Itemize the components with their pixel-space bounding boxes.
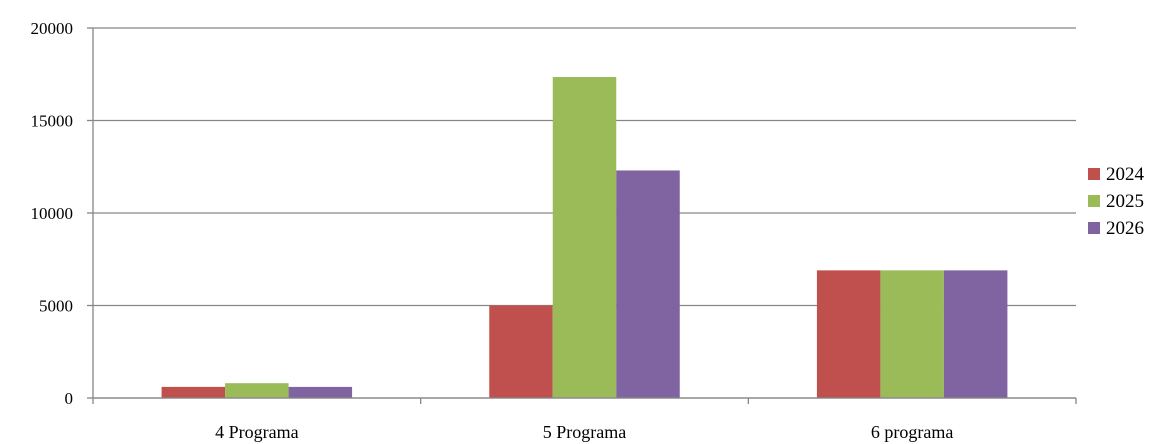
bar-2-series-2025	[552, 77, 617, 399]
bar-1-series-2026	[288, 386, 353, 398]
legend-swatch-2024	[1088, 168, 1100, 180]
bars-layer	[161, 77, 1008, 399]
bar-1-series-2025	[225, 383, 289, 398]
legend: 2024 2025 2026	[1088, 164, 1145, 239]
bar-2-series-2024	[489, 305, 553, 398]
x-category-label-2: 5 Programa	[543, 422, 626, 442]
y-tick-label-5000: 5000	[39, 297, 73, 316]
legend-swatch-2026	[1088, 222, 1100, 234]
y-tick-label-15000: 15000	[31, 112, 74, 131]
legend-label-2024: 2024	[1106, 164, 1145, 185]
legend-label-2026: 2026	[1106, 218, 1144, 239]
bar-3-series-2024	[816, 270, 881, 398]
labels-layer: 0 5000 10000 15000 20000 4 Programa 5 Programa…	[31, 19, 954, 442]
y-tick-label-10000: 10000	[31, 204, 74, 223]
x-category-label-1: 4 Programa	[215, 422, 298, 442]
axis-layer	[87, 27, 1077, 404]
bar-1-series-2024	[161, 386, 226, 398]
legend-label-2025: 2025	[1106, 191, 1144, 212]
bar-3-series-2026	[943, 270, 1008, 398]
bar-2-series-2026	[616, 170, 680, 398]
y-tick-label-0: 0	[65, 389, 74, 408]
y-tick-label-20000: 20000	[31, 19, 74, 38]
bar-3-series-2025	[880, 270, 944, 398]
x-category-label-3: 6 programa	[871, 422, 953, 442]
legend-swatch-2025	[1088, 195, 1100, 207]
